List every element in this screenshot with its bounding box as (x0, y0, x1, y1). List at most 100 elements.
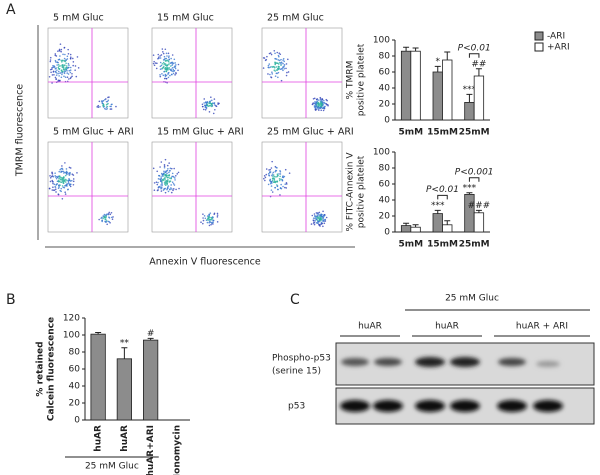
flow-dot (65, 68, 68, 71)
flow-dot (103, 107, 106, 110)
flow-dot (177, 69, 179, 72)
flow-dot (62, 66, 64, 68)
flow-dot (319, 214, 322, 217)
flow-dot (54, 76, 57, 79)
bar (442, 59, 453, 121)
blot-row-label: Phospho-p53 (272, 354, 331, 364)
flow-dot (61, 197, 64, 200)
bar (116, 358, 132, 421)
legend-label: +ARI (547, 43, 570, 53)
band (450, 400, 480, 412)
flow-dot (202, 213, 204, 215)
y-axis-label: % TMRM (346, 61, 356, 100)
flow-dot (102, 217, 104, 220)
flow-dot (284, 168, 287, 171)
flow-dot (167, 52, 170, 55)
flow-dot (60, 76, 63, 79)
flow-dot (170, 177, 172, 180)
flow-dot (104, 218, 107, 221)
flow-dot (211, 216, 214, 218)
significance: *** (463, 183, 477, 193)
flow-dot (272, 181, 275, 183)
flow-dot (57, 79, 60, 82)
flow-dot (105, 108, 107, 111)
flow-dot (109, 213, 112, 216)
flow-dot (282, 175, 284, 177)
flow-dot (107, 96, 109, 99)
bracket (437, 194, 448, 200)
flow-dot (201, 105, 204, 108)
flow-dot (203, 102, 205, 104)
x-tick-label: 5mM (399, 240, 424, 250)
flow-dot (71, 75, 73, 78)
flow-dot (64, 68, 66, 70)
error-bar (466, 192, 473, 195)
flow-dot (316, 222, 319, 224)
flow-dot (101, 102, 104, 105)
band (373, 400, 403, 412)
band (340, 400, 370, 412)
flow-dot (160, 190, 163, 192)
flow-dot (157, 178, 160, 180)
flow-dot (162, 61, 165, 64)
error-bar (466, 93, 473, 103)
flow-dot (106, 100, 109, 103)
flow-dot (317, 109, 320, 111)
flow-dot (67, 179, 70, 182)
flow-dot (315, 103, 318, 106)
flow-dot (319, 106, 322, 109)
flow-title: 15 mM Gluc (157, 13, 214, 24)
flow-dot (57, 187, 60, 190)
flow-dot (63, 47, 66, 49)
flow-dot (54, 186, 57, 188)
flow-dot (157, 189, 159, 191)
flow-dot (269, 168, 272, 171)
flow-dot (159, 61, 162, 64)
flow-dot (98, 218, 100, 221)
flow-dot (159, 68, 162, 70)
flow-dot (281, 67, 283, 70)
flow-dot (104, 217, 106, 219)
flow-dot (112, 216, 114, 218)
flow-dot (268, 66, 270, 69)
flow-dot (318, 214, 321, 216)
flow-dot (54, 172, 56, 174)
flow-dot (157, 53, 160, 56)
flow-dot (209, 212, 212, 214)
flow-dot (60, 50, 62, 53)
flow-dot (318, 224, 321, 227)
flow-x-label: Annexin V fluorescence (149, 257, 261, 268)
flow-dot (52, 186, 54, 189)
flow-dot (206, 100, 209, 103)
flow-dot (57, 72, 59, 75)
flow-dot (213, 213, 216, 216)
flow-dot (72, 178, 75, 180)
flow-dot (264, 179, 266, 182)
flow-dot (208, 213, 210, 216)
bar (90, 333, 106, 421)
error-bar (475, 209, 482, 213)
flow-dot (101, 219, 103, 222)
flow-dot (99, 106, 101, 108)
flow-dot (164, 68, 167, 71)
y-tick-label: 60 (379, 68, 391, 78)
flow-dot (62, 186, 65, 189)
flow-dot (61, 73, 63, 76)
flow-dot (159, 57, 162, 59)
flow-dot (56, 180, 59, 183)
flow-dot (153, 189, 156, 192)
flow-dot (282, 59, 284, 61)
flow-dot (64, 181, 67, 183)
flow-dot (56, 61, 59, 64)
flow-dot (206, 215, 209, 217)
flow-dot (286, 71, 288, 74)
flow-dot (49, 176, 52, 179)
flow-dot (161, 48, 164, 50)
significance: * (436, 57, 441, 67)
flow-dot (313, 221, 316, 224)
flow-dot (164, 171, 167, 174)
flow-dot (49, 59, 52, 61)
flow-title: 25 mM Gluc (267, 13, 324, 24)
flow-dot (215, 105, 217, 107)
flow-dot (170, 57, 172, 60)
